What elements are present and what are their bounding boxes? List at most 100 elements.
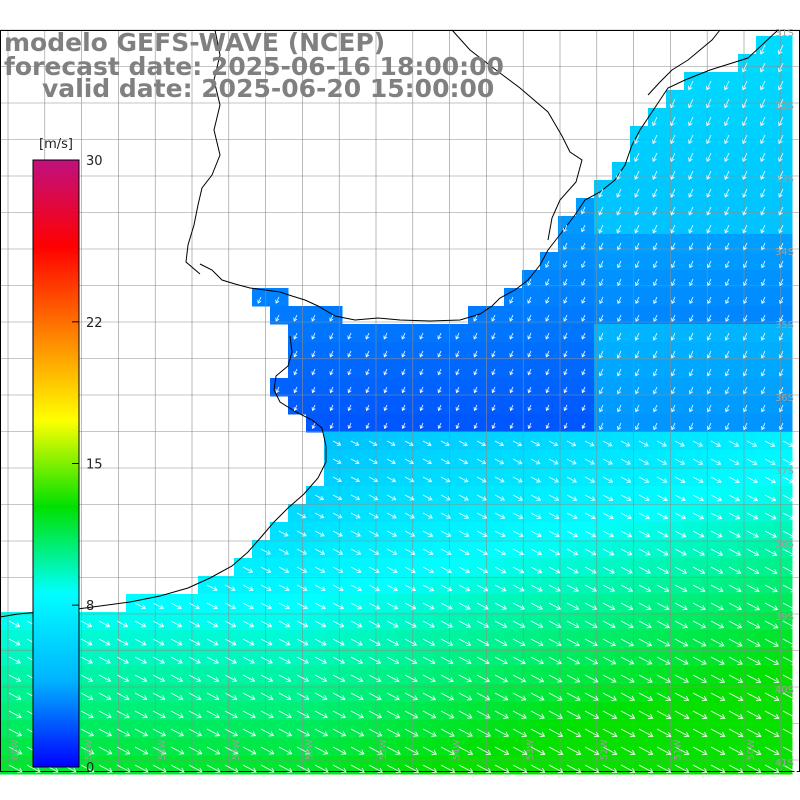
wind-vector xyxy=(728,548,742,556)
wind-vector xyxy=(566,692,581,701)
wind-vector xyxy=(224,746,239,755)
wind-vector xyxy=(743,278,748,287)
longitude-labels: 60W 59W 58W 57W 56W 55W 54W 53W 52W 51W 50W xyxy=(11,740,757,760)
wind-vector xyxy=(617,278,622,287)
wind-vector xyxy=(566,458,577,465)
wind-vector xyxy=(404,494,415,501)
wind-vector xyxy=(494,728,510,737)
wind-vector xyxy=(404,692,418,701)
wind-vector xyxy=(581,422,586,429)
wind-vector xyxy=(656,692,672,701)
wind-vector xyxy=(314,656,327,664)
wind-vector xyxy=(386,548,398,555)
wind-vector xyxy=(224,656,237,664)
wind-vector xyxy=(782,746,798,756)
wind-vector xyxy=(706,332,712,341)
wind-vector xyxy=(350,566,362,573)
wind-vector xyxy=(692,602,706,611)
wind-vector xyxy=(761,422,766,431)
wind-vector xyxy=(728,692,744,702)
wind-vector xyxy=(329,314,334,322)
wind-vector xyxy=(8,620,21,628)
wind-vector xyxy=(8,656,21,664)
wind-vector xyxy=(779,404,784,413)
wind-vector xyxy=(566,620,580,629)
wind-vector xyxy=(206,620,219,628)
wind-vector xyxy=(260,638,273,646)
wind-vector xyxy=(584,494,596,501)
wind-vector xyxy=(473,332,478,340)
wind-vector xyxy=(728,512,741,520)
wind-vector xyxy=(602,440,613,447)
wind-vector xyxy=(80,728,95,737)
wind-vector xyxy=(134,728,149,737)
wind-vector xyxy=(707,404,712,413)
wind-vector xyxy=(509,404,514,412)
wind-vector xyxy=(743,260,748,269)
wind-vector xyxy=(548,656,563,665)
colorbar-tick-label: 30 xyxy=(86,154,103,169)
wind-vector xyxy=(670,170,676,180)
wind-vector xyxy=(422,476,433,483)
wind-vector xyxy=(206,656,219,664)
wind-vector xyxy=(728,746,744,756)
wind-vector xyxy=(260,710,274,719)
wind-vector xyxy=(365,404,370,412)
wind-vector xyxy=(742,134,748,145)
wind-vector xyxy=(782,620,797,629)
wind-vector xyxy=(170,674,184,682)
wind-vector xyxy=(134,638,147,646)
wind-vector xyxy=(692,620,707,629)
wind-vector xyxy=(494,494,505,501)
wind-vector xyxy=(548,440,559,447)
wind-vector xyxy=(778,170,784,180)
wind-vector xyxy=(116,656,129,664)
wind-vector xyxy=(350,710,365,719)
wind-vector xyxy=(224,728,239,737)
wind-vector xyxy=(688,332,694,341)
wind-vector xyxy=(760,80,766,91)
wind-vector xyxy=(455,404,460,412)
wind-vector xyxy=(620,584,634,592)
wind-vector xyxy=(242,638,255,646)
wind-vector xyxy=(440,656,454,665)
wind-vector xyxy=(440,584,453,592)
wind-vector xyxy=(260,746,275,755)
wind-vector xyxy=(512,638,526,647)
wind-vector xyxy=(473,386,478,394)
wind-vector xyxy=(742,350,748,359)
wind-vector xyxy=(476,512,488,519)
wind-vector xyxy=(742,188,748,198)
wind-vector xyxy=(494,458,505,465)
wind-vector xyxy=(638,746,654,756)
wind-vector xyxy=(368,494,379,501)
wind-vector xyxy=(692,764,708,774)
wind-vector xyxy=(278,548,289,555)
wind-vector xyxy=(670,134,676,145)
wind-vector xyxy=(311,386,316,394)
wind-vector xyxy=(635,278,640,287)
wind-vector xyxy=(98,764,113,773)
wind-vector xyxy=(332,674,346,682)
wind-vector xyxy=(170,638,183,646)
wind-vector xyxy=(602,656,617,665)
wind-vector xyxy=(473,368,478,376)
wind-vector xyxy=(188,656,201,664)
wind-vector xyxy=(638,692,654,701)
wind-vector xyxy=(710,602,724,611)
wind-vector xyxy=(530,710,545,719)
wind-vector xyxy=(332,728,347,737)
wind-vector xyxy=(710,512,723,520)
wind-vector xyxy=(419,332,424,340)
wind-vector xyxy=(545,296,550,304)
wind-vector xyxy=(652,206,658,216)
wind-vector xyxy=(530,566,543,574)
wind-vector xyxy=(80,764,95,773)
wind-vector xyxy=(350,692,364,701)
wind-vector xyxy=(743,242,748,251)
wind-vector xyxy=(652,224,658,234)
wind-vector xyxy=(779,314,784,322)
wind-vector xyxy=(692,458,704,465)
wind-vector xyxy=(728,656,743,665)
wind-vector xyxy=(512,476,523,483)
